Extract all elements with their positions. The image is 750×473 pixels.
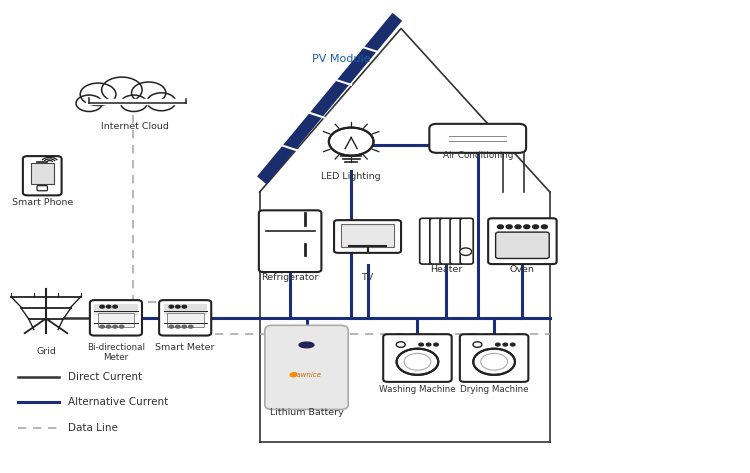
Text: TV: TV [362,273,374,282]
Circle shape [524,225,530,228]
FancyBboxPatch shape [450,218,463,264]
Text: Dawnice: Dawnice [292,372,322,378]
Circle shape [506,225,512,228]
Text: Air Conditioning: Air Conditioning [442,151,513,160]
Circle shape [131,82,166,104]
Text: LED Lighting: LED Lighting [321,172,381,181]
Circle shape [511,343,515,346]
Circle shape [147,93,176,111]
Circle shape [100,325,104,328]
Circle shape [542,225,548,228]
FancyBboxPatch shape [488,218,556,264]
Circle shape [515,225,521,228]
Text: Bi-directional
Meter: Bi-directional Meter [87,343,145,362]
Bar [31,164,54,184]
FancyBboxPatch shape [265,325,348,410]
Text: Grid: Grid [36,347,56,356]
Bar [166,314,203,327]
Text: Smart Meter: Smart Meter [155,343,215,352]
Circle shape [169,325,173,328]
FancyBboxPatch shape [334,220,401,253]
Circle shape [503,343,508,346]
Circle shape [397,349,438,375]
Ellipse shape [299,342,314,348]
FancyBboxPatch shape [460,218,473,264]
FancyBboxPatch shape [383,334,452,382]
FancyBboxPatch shape [259,210,322,272]
Bar [341,224,394,247]
Text: Internet Cloud: Internet Cloud [101,122,170,131]
Circle shape [188,325,193,328]
Text: Washing Machine: Washing Machine [379,385,456,394]
Circle shape [176,325,180,328]
FancyBboxPatch shape [23,156,62,195]
Circle shape [290,373,296,377]
Text: Smart Phone: Smart Phone [11,198,73,207]
FancyBboxPatch shape [37,185,47,191]
Circle shape [106,305,111,308]
FancyBboxPatch shape [440,218,453,264]
Circle shape [182,325,187,328]
Circle shape [460,248,472,255]
Bar [164,304,207,315]
Circle shape [106,325,111,328]
Bar [94,304,137,315]
Circle shape [426,343,430,346]
FancyBboxPatch shape [159,300,212,335]
Circle shape [112,305,117,308]
FancyBboxPatch shape [460,334,528,382]
FancyBboxPatch shape [420,218,433,264]
Circle shape [112,325,117,328]
Circle shape [176,305,180,308]
Circle shape [496,343,500,346]
Circle shape [76,95,102,112]
Circle shape [473,349,515,375]
Circle shape [532,225,538,228]
Circle shape [119,325,124,328]
Circle shape [328,128,374,156]
Circle shape [80,83,116,105]
Circle shape [497,225,503,228]
Text: Direct Current: Direct Current [68,372,142,382]
Text: Heater: Heater [430,265,463,274]
Text: Refrigerator: Refrigerator [262,273,319,282]
FancyBboxPatch shape [430,218,442,264]
FancyBboxPatch shape [90,300,142,335]
Circle shape [419,343,424,346]
Text: Alternative Current: Alternative Current [68,397,168,407]
Circle shape [121,95,147,112]
Bar [98,314,134,327]
Circle shape [433,343,438,346]
Text: PV Module: PV Module [312,54,370,64]
FancyBboxPatch shape [429,124,526,153]
Circle shape [169,305,173,308]
Circle shape [102,77,142,103]
Text: Lithium Battery: Lithium Battery [270,408,344,417]
Text: Data Line: Data Line [68,423,118,433]
Circle shape [182,305,187,308]
Text: Drying Machine: Drying Machine [460,385,528,394]
FancyBboxPatch shape [496,232,549,258]
Text: Oven: Oven [510,265,535,274]
Circle shape [100,305,104,308]
